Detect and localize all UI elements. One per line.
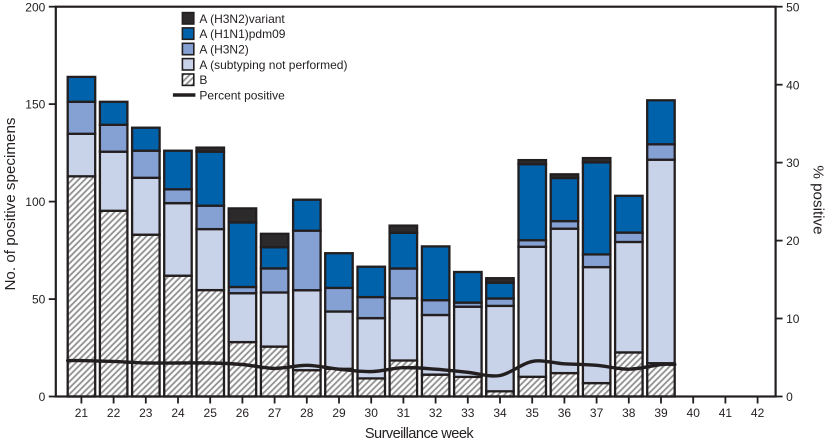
svg-text:34: 34 — [493, 406, 507, 420]
svg-text:30: 30 — [786, 156, 800, 170]
svg-text:41: 41 — [719, 406, 733, 420]
svg-text:40: 40 — [786, 78, 800, 92]
svg-text:A (H3N2): A (H3N2) — [199, 43, 248, 57]
svg-text:33: 33 — [461, 406, 475, 420]
svg-text:150: 150 — [25, 98, 45, 112]
svg-text:50: 50 — [32, 293, 46, 307]
svg-text:28: 28 — [300, 406, 314, 420]
svg-text:22: 22 — [107, 406, 121, 420]
svg-text:A (H3N2)variant: A (H3N2)variant — [199, 12, 285, 26]
svg-text:A (H1N1)pdm09: A (H1N1)pdm09 — [199, 27, 285, 41]
svg-text:42: 42 — [751, 406, 765, 420]
svg-text:40: 40 — [687, 406, 701, 420]
svg-text:100: 100 — [25, 195, 45, 209]
svg-text:0: 0 — [39, 390, 46, 404]
svg-text:29: 29 — [332, 406, 346, 420]
svg-text:38: 38 — [622, 406, 636, 420]
svg-text:50: 50 — [786, 0, 800, 14]
svg-text:36: 36 — [558, 406, 572, 420]
svg-text:Percent positive: Percent positive — [199, 89, 285, 103]
svg-text:% positive: % positive — [810, 165, 826, 234]
svg-text:B: B — [199, 73, 207, 87]
svg-text:27: 27 — [268, 406, 282, 420]
svg-text:26: 26 — [236, 406, 250, 420]
svg-text:A (subtyping not performed): A (subtyping not performed) — [199, 58, 347, 72]
svg-text:Surveillance week: Surveillance week — [365, 426, 475, 442]
svg-text:24: 24 — [171, 406, 185, 420]
svg-text:23: 23 — [139, 406, 153, 420]
svg-text:39: 39 — [654, 406, 668, 420]
svg-text:0: 0 — [786, 390, 793, 404]
svg-text:25: 25 — [204, 406, 218, 420]
svg-text:200: 200 — [25, 0, 45, 14]
svg-text:21: 21 — [75, 406, 89, 420]
svg-text:31: 31 — [397, 406, 411, 420]
svg-text:32: 32 — [429, 406, 443, 420]
svg-text:20: 20 — [786, 234, 800, 248]
svg-text:37: 37 — [590, 406, 604, 420]
svg-text:No. of positive specimens: No. of positive specimens — [2, 117, 19, 290]
svg-text:30: 30 — [365, 406, 379, 420]
svg-text:10: 10 — [786, 312, 800, 326]
svg-text:35: 35 — [526, 406, 540, 420]
